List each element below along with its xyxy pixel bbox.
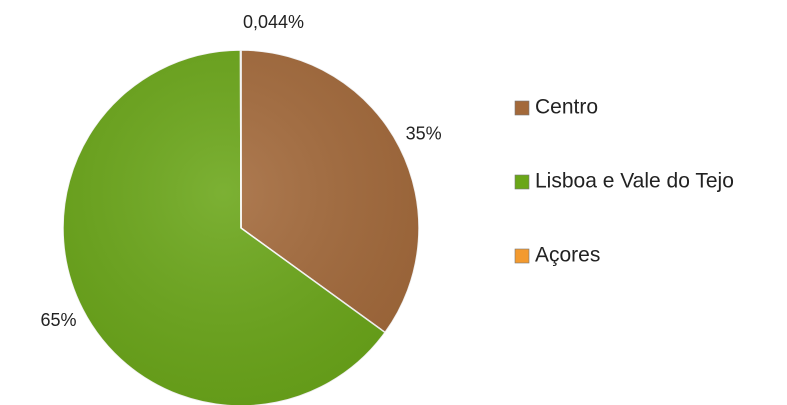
data-label: 0,044% — [243, 12, 304, 32]
legend-swatch — [514, 248, 530, 264]
legend-swatch — [514, 100, 530, 116]
data-label: 35% — [406, 124, 442, 144]
legend-label: Açores — [535, 244, 600, 267]
pie — [62, 49, 420, 405]
legend-label: Centro — [535, 96, 598, 119]
data-label: 65% — [41, 310, 77, 330]
legend: Centro Lisboa e Vale do Tejo Açores — [514, 96, 734, 267]
legend-swatch — [514, 174, 530, 190]
legend-label: Lisboa e Vale do Tejo — [535, 170, 734, 193]
labels: 35% 65% 0,044% — [41, 12, 442, 330]
